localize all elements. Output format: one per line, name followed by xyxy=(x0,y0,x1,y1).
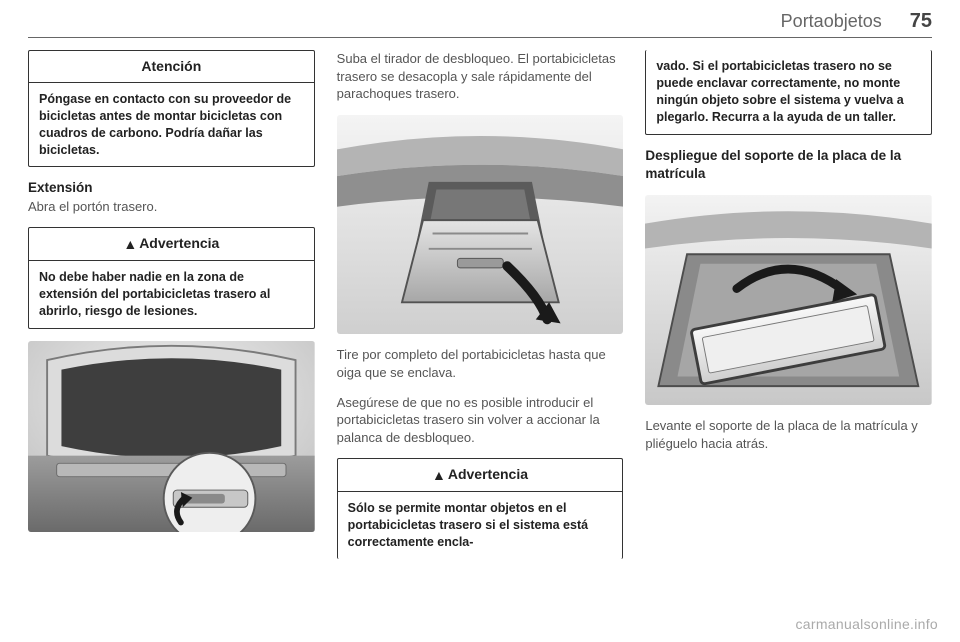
col3-para: Levante el soporte de la placa de la mat… xyxy=(645,417,932,452)
warning-heading-2-text: Advertencia xyxy=(448,466,528,482)
content-columns: Atención Póngase en contacto con su pro­… xyxy=(28,50,932,642)
warning-triangle-icon: ▲ xyxy=(432,466,446,485)
col2-para-1: Suba el tirador de desbloqueo. El por­ta… xyxy=(337,50,624,103)
col2-para-3: Asegúrese de que no es posible in­troduc… xyxy=(337,394,624,447)
figure-trunk-lever xyxy=(28,341,315,532)
figure-pull-carrier xyxy=(337,115,624,335)
warning-body-2: Sólo se permite montar objetos en el por… xyxy=(338,492,623,559)
warning-box-2: ▲Advertencia Sólo se permite montar obje… xyxy=(337,458,624,559)
column-2: Suba el tirador de desbloqueo. El por­ta… xyxy=(337,50,624,642)
page-number: 75 xyxy=(910,10,932,33)
warning-box-2-continued: vado. Si el portabicicletas trasero no s… xyxy=(645,50,932,135)
extension-block: Extensión Abra el portón trasero. xyxy=(28,179,315,215)
page-header: Portaobjetos 75 xyxy=(28,10,932,38)
warning-body-2-cont: vado. Si el portabicicletas trasero no s… xyxy=(646,50,931,134)
watermark: carmanualsonline.info xyxy=(796,616,939,632)
warning-box-1: ▲Advertencia No debe haber nadie en la z… xyxy=(28,227,315,329)
caution-box: Atención Póngase en contacto con su pro­… xyxy=(28,50,315,167)
caution-body: Póngase en contacto con su pro­veedor de… xyxy=(29,83,314,167)
plate-subheading: Despliegue del soporte de la placa de la… xyxy=(645,147,932,183)
section-title: Portaobjetos xyxy=(781,11,882,32)
warning-heading-1-text: Advertencia xyxy=(139,235,219,251)
column-1: Atención Póngase en contacto con su pro­… xyxy=(28,50,315,642)
warning-heading-2: ▲Advertencia xyxy=(338,459,623,492)
warning-body-1: No debe haber nadie en la zona de extens… xyxy=(29,261,314,328)
warning-triangle-icon: ▲ xyxy=(123,235,137,254)
extension-heading: Extensión xyxy=(28,179,315,197)
col2-para-2: Tire por completo del portabicicletas ha… xyxy=(337,346,624,381)
warning-heading-1: ▲Advertencia xyxy=(29,228,314,261)
extension-para: Abra el portón trasero. xyxy=(28,198,315,216)
caution-heading: Atención xyxy=(29,51,314,83)
figure-plate-holder xyxy=(645,195,932,405)
column-3: vado. Si el portabicicletas trasero no s… xyxy=(645,50,932,642)
